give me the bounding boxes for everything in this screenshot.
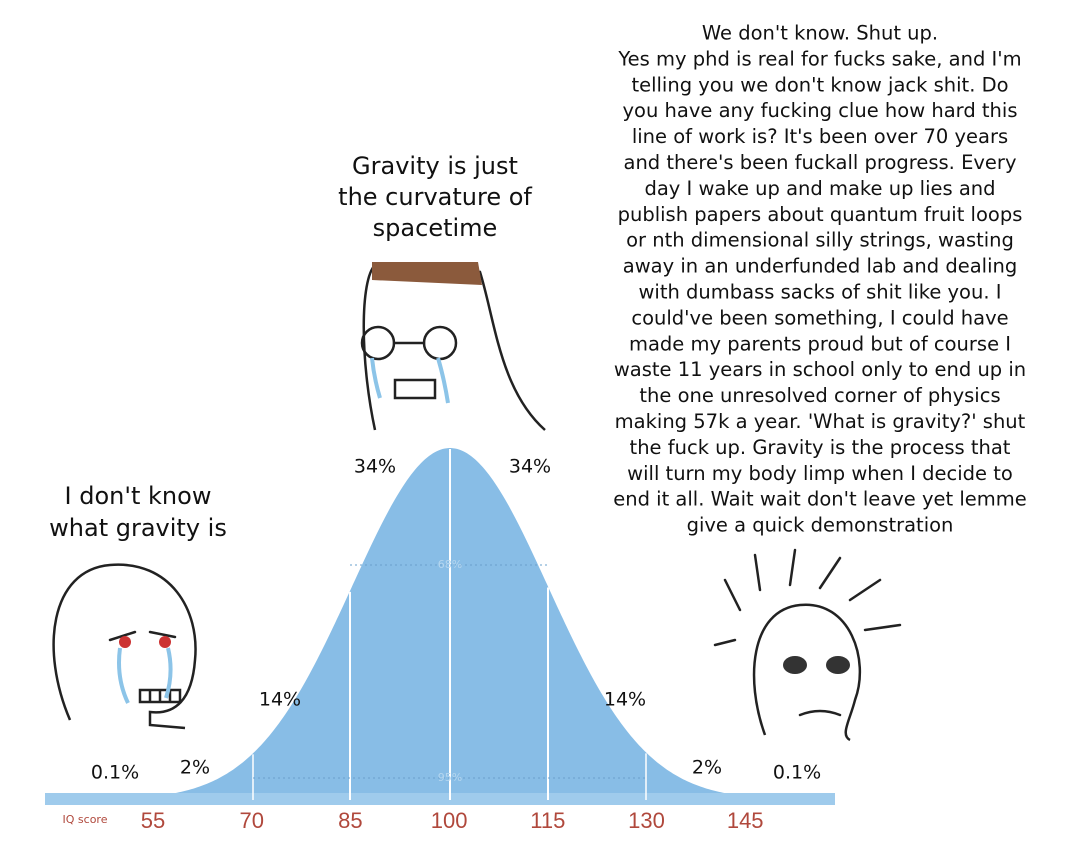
percent-label: 14%: [259, 689, 301, 711]
score-label: 70: [239, 808, 263, 833]
curve-area: [45, 448, 835, 800]
percent-label: 34%: [509, 456, 551, 478]
percent-label: 2%: [692, 757, 722, 779]
crying-wojak: [52, 563, 197, 730]
right-caption: line of work is? It's been over 70 years: [632, 125, 1008, 148]
score-label: 85: [338, 808, 362, 833]
right-caption: telling you we don't know jack shit. Do: [631, 73, 1008, 96]
right-caption: waste 11 years in school only to end up …: [614, 358, 1026, 381]
score-label: 130: [628, 808, 665, 833]
right-caption: and there's been fuckall progress. Every: [624, 151, 1017, 174]
right-caption: making 57k a year. 'What is gravity?' sh…: [615, 410, 1026, 433]
right-caption: the one unresolved corner of physics: [639, 384, 1000, 407]
middle-caption: spacetime: [373, 214, 498, 242]
score-label: 115: [530, 808, 565, 833]
right-caption: We don't know. Shut up.: [702, 22, 938, 45]
left-caption: what gravity is: [49, 514, 227, 542]
score-label: 145: [727, 808, 764, 833]
right-caption: Yes my phd is real for fucks sake, and I…: [617, 47, 1021, 70]
right-caption: could've been something, I could have: [631, 306, 1008, 329]
physicist-wojak: [713, 548, 902, 742]
right-caption: day I wake up and make up lies and: [644, 177, 995, 200]
right-caption: will turn my body limp when I decide to: [627, 462, 1013, 485]
axis-label: IQ score: [63, 813, 108, 826]
left-caption: I don't know: [65, 482, 212, 510]
right-caption: made my parents proud but of course I: [629, 332, 1011, 355]
glasses-wojak: [360, 262, 546, 431]
axis-band: [45, 793, 835, 805]
score-label: 55: [141, 808, 165, 833]
percent-label: 0.1%: [91, 762, 139, 784]
inner-label: 68%: [438, 558, 462, 571]
percent-label: 0.1%: [773, 762, 821, 784]
percent-label: 34%: [354, 456, 396, 478]
right-caption: you have any fucking clue how hard this: [623, 99, 1018, 122]
percent-label: 14%: [604, 689, 646, 711]
bell-curve: 68% 95%: [45, 448, 835, 805]
right-caption: publish papers about quantum fruit loops: [618, 203, 1023, 226]
right-caption: end it all. Wait wait don't leave yet le…: [613, 488, 1027, 511]
inner-label: 95%: [438, 771, 462, 784]
right-caption: with dumbass sacks of shit like you. I: [638, 281, 1001, 304]
percent-label: 2%: [180, 757, 210, 779]
middle-caption: Gravity is just: [352, 152, 518, 180]
captions: 0.1% 2% 14% 34% 34% 14% 2% 0.1% IQ score 55 70 85 10…: [49, 22, 1027, 833]
right-caption: give a quick demonstration: [687, 514, 954, 537]
right-caption: the fuck up. Gravity is the process that: [630, 436, 1011, 459]
score-label: 100: [431, 808, 468, 833]
right-caption: away in an underfunded lab and dealing: [623, 255, 1017, 278]
right-caption: or nth dimensional silly strings, wastin…: [626, 229, 1014, 252]
middle-caption: the curvature of: [338, 183, 532, 211]
